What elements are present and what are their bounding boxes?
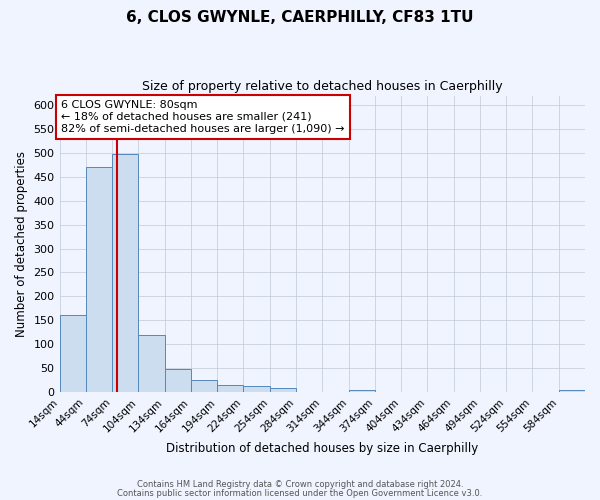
Bar — [86, 168, 112, 392]
Bar — [217, 385, 244, 392]
Y-axis label: Number of detached properties: Number of detached properties — [15, 151, 28, 337]
X-axis label: Distribution of detached houses by size in Caerphilly: Distribution of detached houses by size … — [166, 442, 478, 455]
Bar — [349, 390, 375, 392]
Bar — [270, 388, 296, 392]
Bar — [59, 316, 86, 392]
Text: Contains public sector information licensed under the Open Government Licence v3: Contains public sector information licen… — [118, 488, 482, 498]
Text: Contains HM Land Registry data © Crown copyright and database right 2024.: Contains HM Land Registry data © Crown c… — [137, 480, 463, 489]
Bar — [164, 370, 191, 392]
Bar — [139, 334, 164, 392]
Bar — [191, 380, 217, 392]
Title: Size of property relative to detached houses in Caerphilly: Size of property relative to detached ho… — [142, 80, 503, 93]
Bar — [244, 386, 270, 392]
Text: 6 CLOS GWYNLE: 80sqm
← 18% of detached houses are smaller (241)
82% of semi-deta: 6 CLOS GWYNLE: 80sqm ← 18% of detached h… — [61, 100, 345, 134]
Text: 6, CLOS GWYNLE, CAERPHILLY, CF83 1TU: 6, CLOS GWYNLE, CAERPHILLY, CF83 1TU — [126, 10, 474, 25]
Bar — [559, 390, 585, 392]
Bar — [112, 154, 139, 392]
